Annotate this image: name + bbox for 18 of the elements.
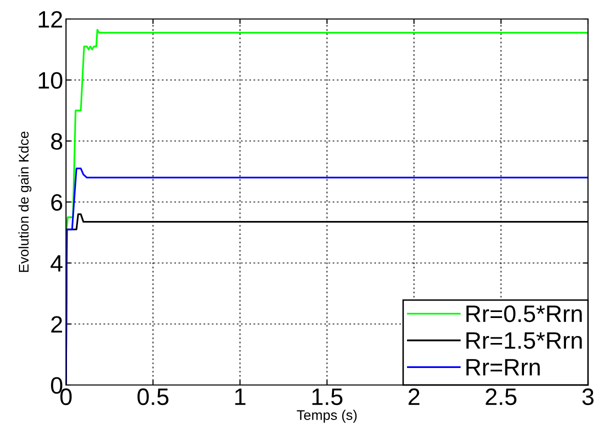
x-axis-title: Temps (s) [296,410,357,423]
y-tick-label: 10 [38,72,62,89]
x-tick-label: 2 [408,388,420,405]
legend-label: Rr=Rrn [466,359,540,376]
legend-label: Rr=0.5*Rrn [466,305,582,322]
x-tick-label: 1 [235,388,246,405]
x-tick-label: 2.5 [486,388,516,406]
y-tick-label: 2 [51,316,62,333]
x-tick-label: 3 [582,388,594,406]
y-tick-label: 4 [50,255,63,272]
y-tick-label: 6 [51,194,62,211]
y-axis-title: Evolution de gain Kdce [18,132,32,272]
y-tick-label: 8 [51,133,62,150]
x-tick-label: 1.5 [312,388,342,406]
x-tick-label: 0.5 [138,388,168,406]
y-tick-label: 0 [51,377,62,394]
y-tick-label: 12 [38,11,62,28]
legend-label: Rr=1.5*Rrn [466,332,582,349]
